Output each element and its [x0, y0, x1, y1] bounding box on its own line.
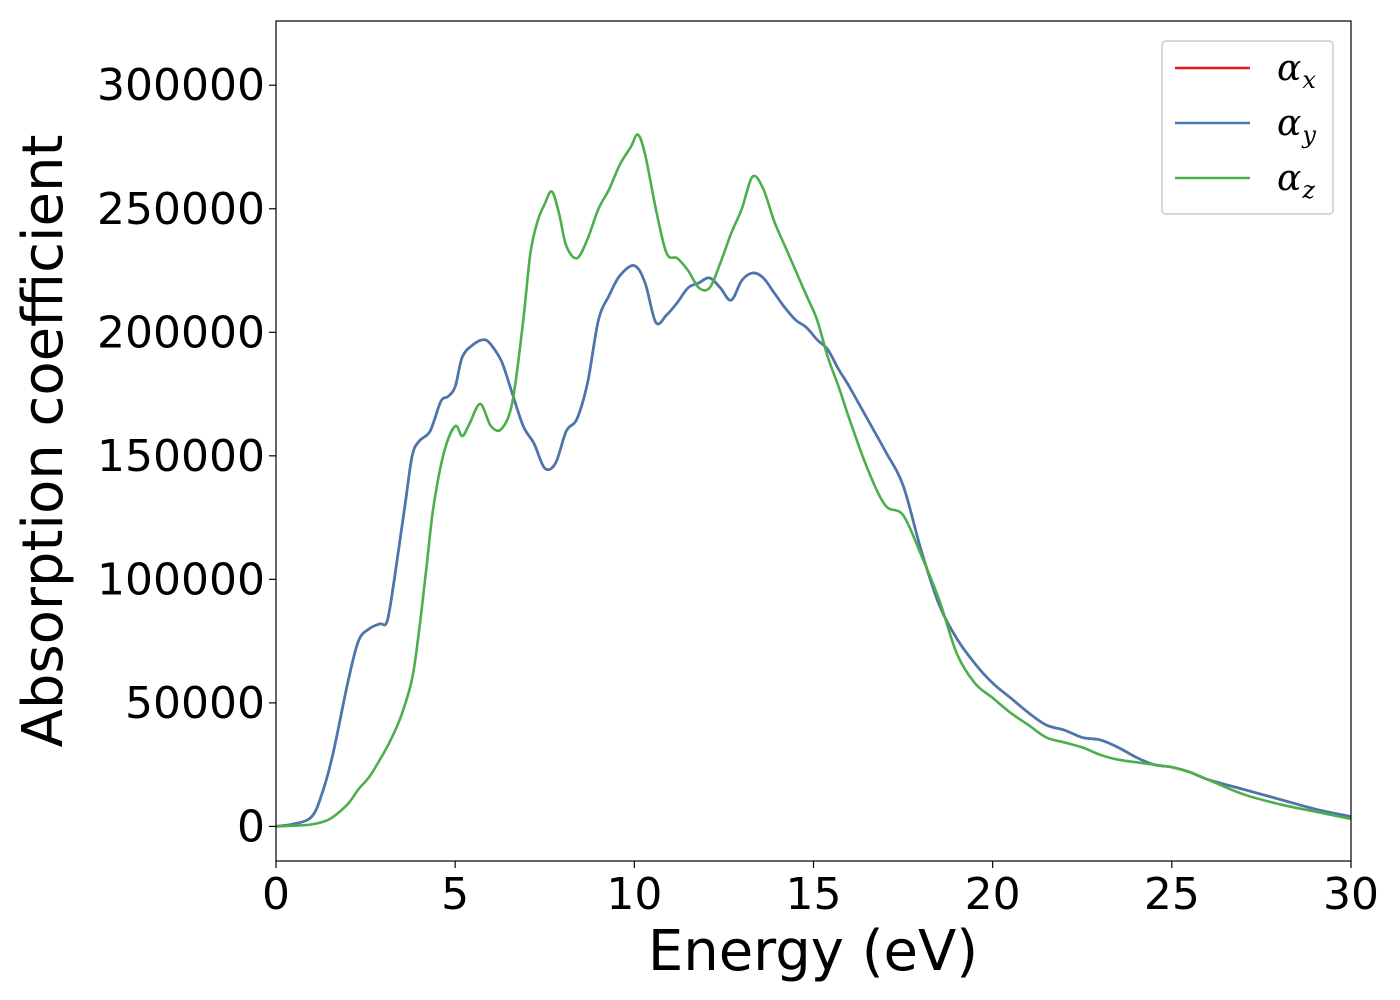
y-tick-label: 150000	[97, 431, 265, 482]
y-axis-label: Absorption coefficient	[11, 135, 76, 748]
x-tick-label: 25	[1144, 869, 1200, 920]
series-line-z	[276, 133, 1351, 828]
x-tick-label: 30	[1323, 869, 1379, 920]
x-tick-label: 5	[441, 869, 469, 920]
y-tick-label: 0	[237, 801, 265, 852]
legend-label-z: αz	[1277, 158, 1315, 204]
y-tick-label: 300000	[97, 60, 265, 111]
x-tick-label: 0	[262, 869, 290, 920]
y-tick-label: 50000	[125, 678, 265, 729]
y-tick-label: 100000	[97, 554, 265, 605]
legend-frame	[1161, 40, 1334, 215]
series-line-x	[276, 264, 1351, 828]
y-tick-label: 200000	[97, 307, 265, 358]
x-tick-label: 10	[606, 869, 662, 920]
x-axis-ticks: 0 5 10 15 20 25 30	[262, 861, 1379, 920]
x-tick-label: 20	[965, 869, 1021, 920]
legend-entries: αx αy αz	[1175, 48, 1316, 204]
series-line-y	[276, 264, 1351, 828]
y-axis-ticks: 0 50000 100000 150000 200000 250000 300000	[97, 60, 276, 852]
series-layer	[276, 133, 1351, 828]
x-tick-label: 15	[786, 869, 842, 920]
legend-label-y: αy	[1277, 103, 1316, 149]
legend: αx αy αz	[1161, 40, 1334, 215]
legend-label-x: αx	[1277, 48, 1316, 94]
x-axis-label: Energy (eV)	[648, 919, 978, 984]
y-tick-label: 250000	[97, 184, 265, 235]
